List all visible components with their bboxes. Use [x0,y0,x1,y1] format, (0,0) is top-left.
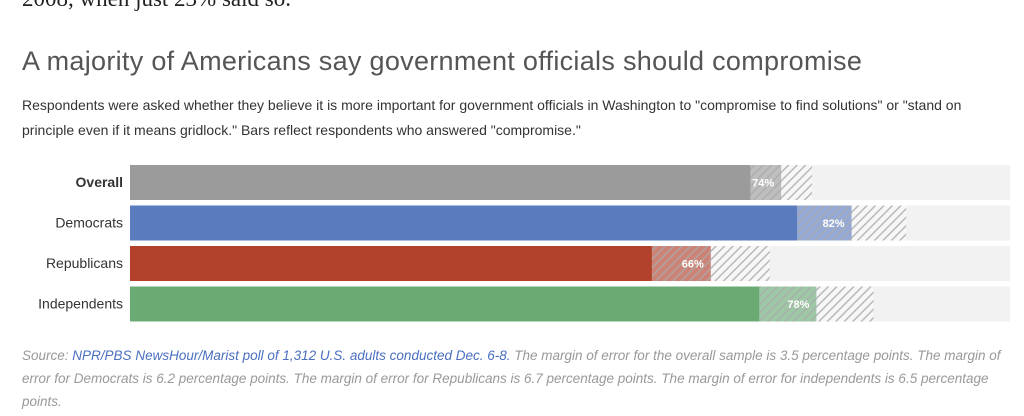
value-label: 78% [787,299,809,311]
source-note: Source: NPR/PBS NewsHour/Marist poll of … [22,344,1012,413]
intro-text: 2008, when just 23% said so. [22,0,291,12]
margin-of-error [651,246,770,281]
category-label: Independents [38,296,123,312]
bar [130,246,711,281]
category-label: Republicans [46,255,123,271]
margin-of-error [759,286,874,322]
chart: Overall 74% Democrats 82% Republicans 66% Inde… [38,165,1010,322]
value-label: 66% [682,258,704,270]
value-label: 74% [752,177,774,189]
margin-of-error [750,165,812,200]
margin-of-error [797,205,907,241]
source-text: The margin of error for the overall samp… [22,348,1001,409]
category-label: Democrats [55,215,123,231]
bar [130,286,817,322]
category-label: Overall [76,174,123,190]
source-link[interactable]: NPR/PBS NewsHour/Marist poll of 1,312 U.… [72,348,511,363]
value-label: 82% [823,218,845,230]
source-label: Source: [22,348,69,363]
chart-title: A majority of Americans say government o… [22,46,863,76]
bar [130,205,852,241]
chart-subtitle: Respondents were asked whether they beli… [22,97,962,138]
bar [130,165,782,200]
